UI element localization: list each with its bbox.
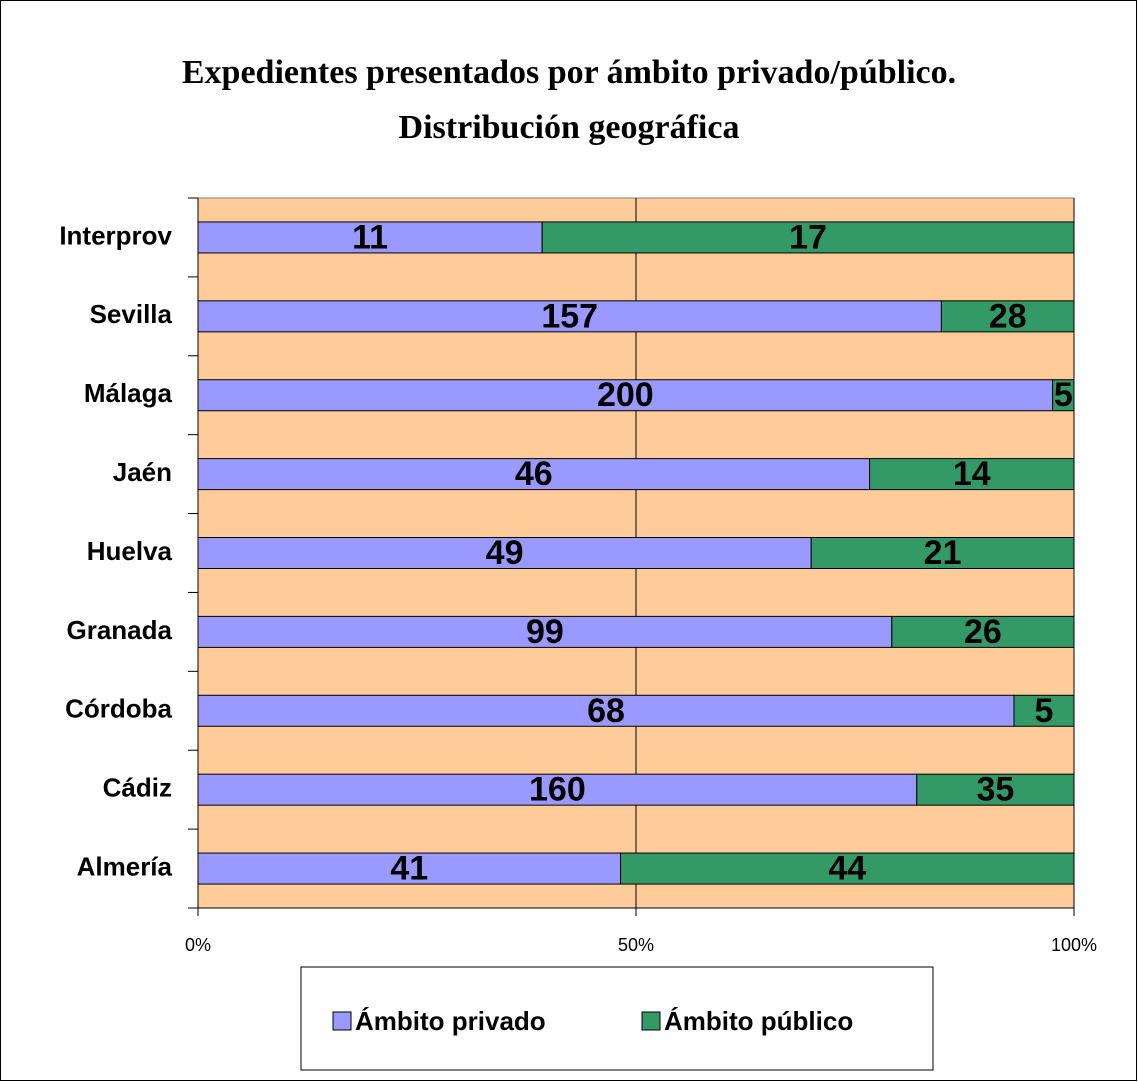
legend-box [300,966,934,1071]
data-label: 44 [828,850,866,888]
data-label: 5 [1054,376,1073,414]
y-tick-label: Interprov [59,220,172,250]
legend-label: Ámbito privado [355,1006,546,1036]
x-tick-label: 0% [185,935,211,955]
y-tick-label: Huelva [87,536,173,566]
data-label: 21 [924,534,962,572]
data-label: 200 [597,376,654,414]
bar-segment [1052,379,1075,412]
y-tick-label: Cádiz [103,773,172,803]
data-label: 49 [486,534,524,572]
legend-swatch [332,1011,352,1031]
bar-segment [541,221,1075,254]
y-tick-label: Málaga [84,378,173,408]
bar-segment [197,694,1015,727]
data-label: 14 [953,455,991,493]
chart-title: Expedientes presentados por ámbito priva… [182,54,956,91]
data-label: 68 [587,692,625,730]
legend-swatch [641,1011,661,1031]
data-label: 46 [515,455,553,493]
bar-segment [940,300,1075,333]
data-label: 157 [541,297,598,335]
y-tick-label: Almería [77,851,173,881]
bar-segment [869,458,1075,491]
bar-segment [810,537,1075,569]
y-tick-label: Córdoba [65,694,172,724]
y-tick-label: Granada [67,615,173,645]
x-tick-label: 100% [1051,935,1097,955]
data-label: 26 [964,613,1002,651]
data-label: 5 [1035,692,1054,730]
bar-segment [620,852,1075,885]
bar-segment [197,537,812,569]
data-label: 41 [390,850,428,888]
chart-title: Distribución geográfica [399,109,740,146]
bar-segment [197,615,893,648]
data-label: 11 [352,218,388,256]
y-tick-label: Sevilla [90,299,173,329]
data-label: 160 [529,771,586,809]
legend-label: Ámbito público [664,1006,853,1036]
data-label: 35 [976,771,1014,809]
bar-segment [197,773,918,806]
data-label: 17 [789,218,827,256]
bar-segment [1013,694,1075,727]
data-label: 28 [989,297,1027,335]
data-label: 99 [526,613,564,651]
y-tick-label: Jaén [113,457,172,487]
x-tick-label: 50% [618,935,654,955]
bar-segment [197,221,543,254]
bar-segment [891,615,1075,648]
bar-segment [197,458,871,491]
bar-segment [916,773,1075,806]
